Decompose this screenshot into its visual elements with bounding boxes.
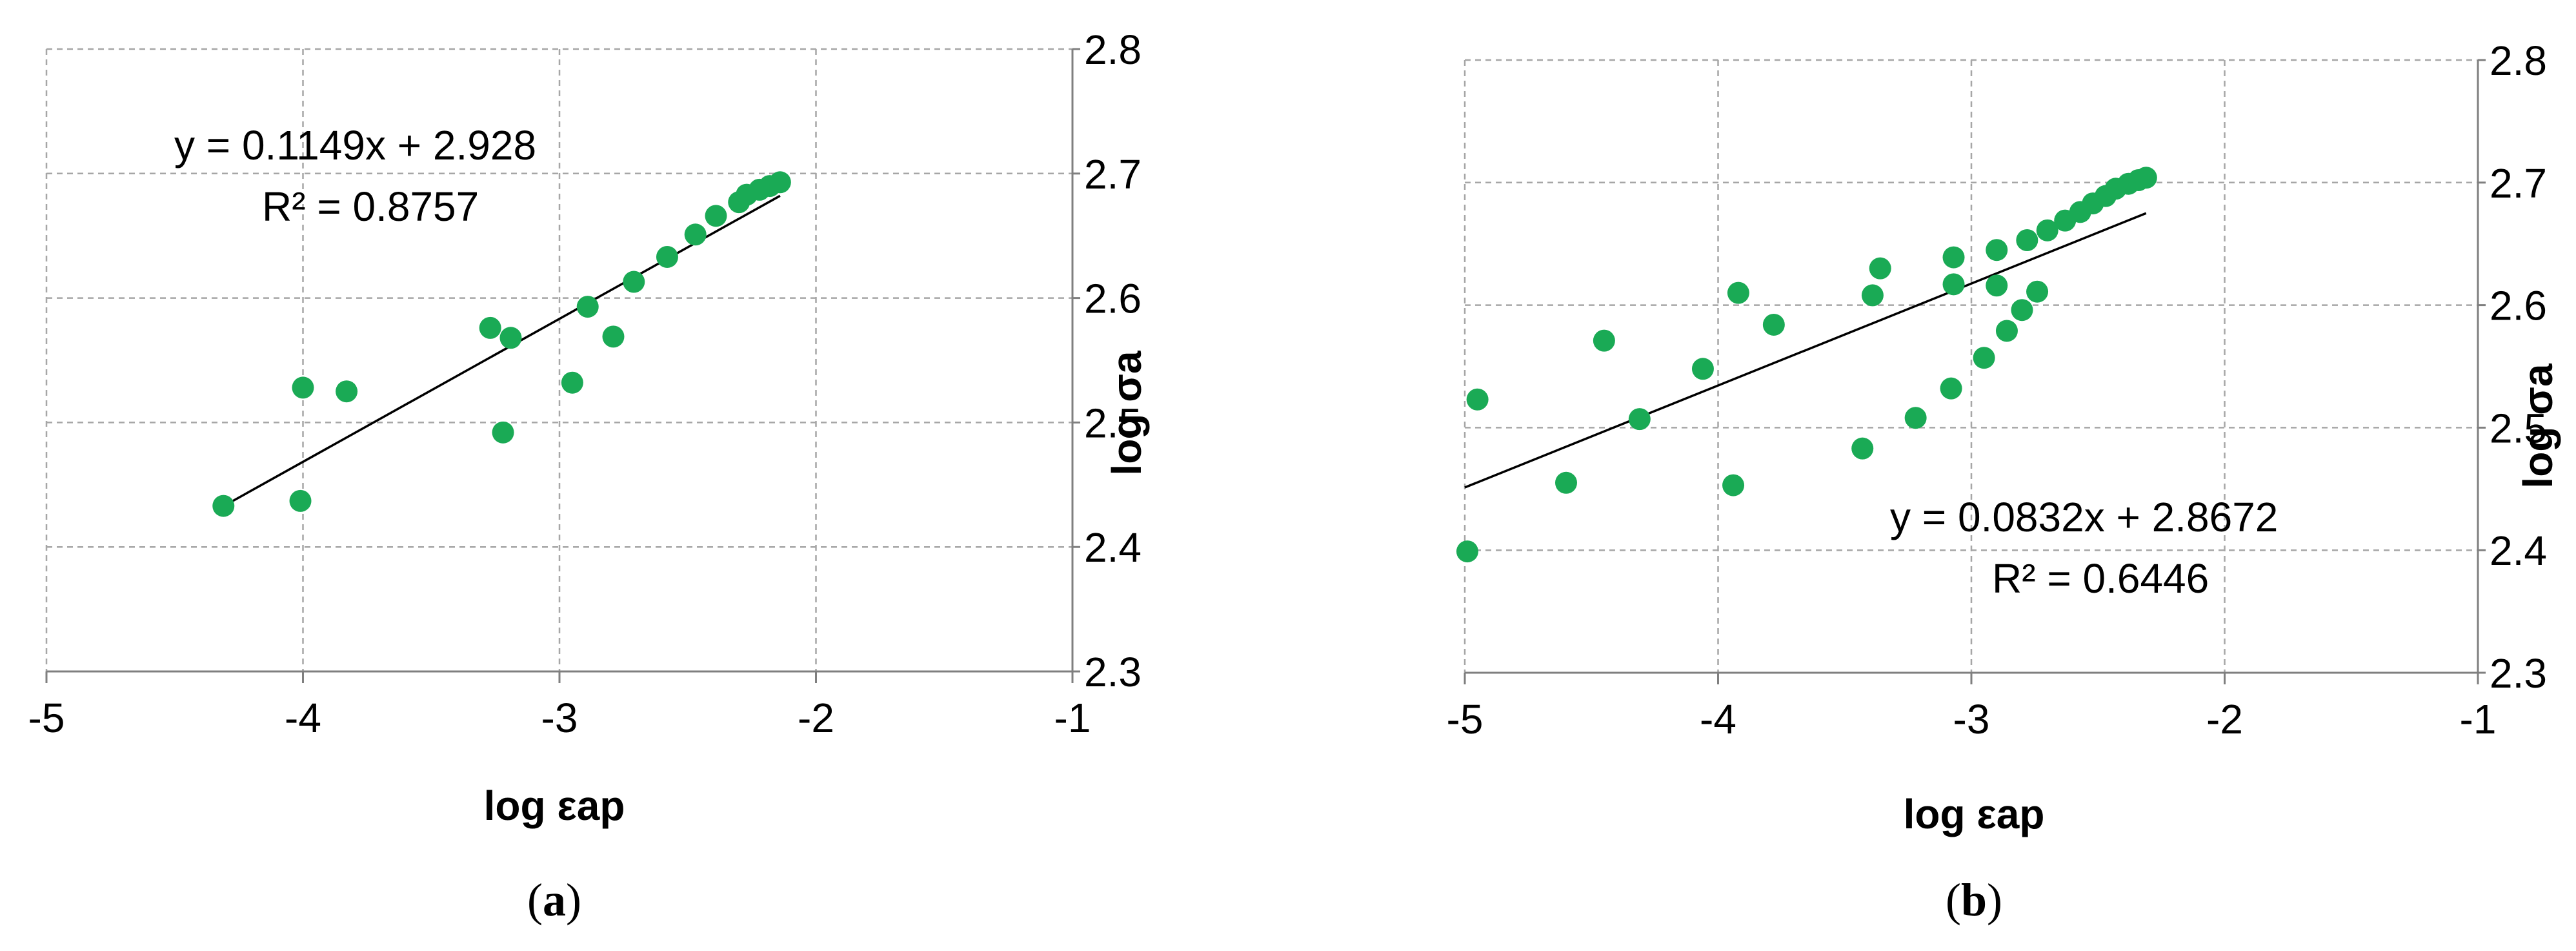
x-tick-label: -2 bbox=[2206, 696, 2243, 742]
y-tick-label: 2.7 bbox=[1084, 151, 1142, 198]
y-axis-title: log σa bbox=[2515, 363, 2561, 489]
data-point bbox=[492, 421, 514, 444]
data-point bbox=[2036, 219, 2058, 241]
x-tick-label: -1 bbox=[2460, 696, 2497, 742]
data-points bbox=[1456, 167, 2157, 563]
data-point bbox=[1904, 407, 1927, 429]
data-point bbox=[2026, 280, 2049, 303]
data-point bbox=[769, 171, 791, 194]
trendline bbox=[223, 194, 781, 507]
linear-trendline bbox=[223, 194, 781, 507]
linear-trendline bbox=[1464, 212, 2147, 489]
data-point bbox=[1861, 284, 1884, 307]
x-tick-label: -2 bbox=[798, 695, 834, 741]
data-point bbox=[576, 296, 599, 318]
y-tick-label: 2.8 bbox=[2490, 37, 2547, 84]
y-tick-label: 2.8 bbox=[1084, 26, 1142, 73]
data-point bbox=[1869, 257, 1891, 280]
data-point bbox=[623, 271, 645, 293]
x-tick-label: -3 bbox=[1953, 696, 1990, 742]
x-tick-label: -3 bbox=[541, 695, 578, 741]
y-tick-label: 2.5 bbox=[2490, 405, 2547, 451]
equation-label: y = 0.0832x + 2.8672 bbox=[1890, 494, 2278, 540]
panel-caption: (b) bbox=[1946, 874, 2002, 926]
data-point bbox=[705, 205, 727, 227]
data-point bbox=[1727, 281, 1749, 304]
y-tick-label: 2.6 bbox=[2490, 283, 2547, 329]
data-point bbox=[2016, 229, 2038, 252]
data-point bbox=[1851, 437, 1874, 460]
trendline bbox=[1464, 212, 2147, 489]
axes bbox=[45, 48, 1080, 683]
y-tick-label: 2.4 bbox=[2490, 527, 2547, 574]
panel-letter: a bbox=[543, 874, 566, 926]
data-point bbox=[684, 223, 707, 246]
data-point bbox=[289, 489, 312, 512]
data-point bbox=[1973, 347, 1995, 369]
x-tick-label: -5 bbox=[28, 695, 65, 741]
y-tick-labels: 2.3 2.4 2.5 2.6 2.7 2.8 bbox=[2490, 37, 2547, 697]
data-point bbox=[1995, 320, 2018, 342]
y-tick-label: 2.5 bbox=[1084, 400, 1142, 446]
y-tick-label: 2.7 bbox=[2490, 160, 2547, 207]
data-point bbox=[1456, 540, 1478, 563]
data-point bbox=[1555, 471, 1577, 494]
data-point bbox=[1691, 358, 1714, 380]
data-point bbox=[1986, 274, 2008, 297]
data-point bbox=[479, 316, 501, 339]
data-point bbox=[499, 327, 522, 349]
data-point bbox=[1722, 474, 1745, 496]
x-axis-title: log εap bbox=[1904, 791, 2045, 837]
y-tick-label: 2.3 bbox=[1084, 649, 1142, 695]
y-tick-labels: 2.3 2.4 2.5 2.6 2.7 2.8 bbox=[1084, 26, 1142, 695]
data-point bbox=[602, 325, 625, 348]
data-point bbox=[292, 376, 314, 399]
data-point bbox=[1942, 246, 1965, 269]
axes bbox=[1464, 59, 2486, 684]
chart-panel-a: -5 -4 -3 -2 -1 2.3 2.4 2.5 2.6 2.7 2.8 y = 0.1149… bbox=[28, 26, 1150, 926]
data-point bbox=[1986, 239, 2008, 261]
x-tick-label: -1 bbox=[1054, 695, 1091, 741]
data-point bbox=[1942, 273, 1965, 296]
x-axis-title: log εap bbox=[484, 782, 625, 829]
y-tick-label: 2.6 bbox=[1084, 276, 1142, 322]
y-axis-title: log σa bbox=[1103, 351, 1150, 476]
y-tick-label: 2.4 bbox=[1084, 524, 1142, 571]
data-point bbox=[2135, 167, 2157, 189]
x-tick-labels: -5 -4 -3 -2 -1 bbox=[1447, 696, 2497, 742]
data-point bbox=[1466, 388, 1489, 411]
panel-caption: (a) bbox=[527, 874, 581, 926]
data-point bbox=[561, 371, 583, 394]
equation-label: y = 0.1149x + 2.928 bbox=[174, 122, 536, 169]
data-point bbox=[212, 495, 235, 517]
chart-panel-b: -5 -4 -3 -2 -1 2.3 2.4 2.5 2.6 2.7 2.8 y = 0.0832… bbox=[1447, 37, 2561, 926]
x-tick-label: -4 bbox=[285, 695, 321, 741]
data-point bbox=[336, 380, 358, 403]
r-squared-label: R² = 0.8757 bbox=[262, 183, 479, 230]
data-point bbox=[2011, 299, 2033, 322]
gridlines bbox=[1464, 59, 2478, 673]
data-point bbox=[1762, 313, 1785, 336]
x-tick-label: -5 bbox=[1447, 696, 1484, 742]
panel-letter: b bbox=[1961, 874, 1987, 926]
data-point bbox=[1940, 377, 1962, 400]
x-tick-label: -4 bbox=[1700, 696, 1736, 742]
data-point bbox=[1628, 408, 1651, 431]
data-point bbox=[656, 245, 678, 268]
y-tick-label: 2.3 bbox=[2490, 650, 2547, 697]
r-squared-label: R² = 0.6446 bbox=[1992, 555, 2209, 602]
x-tick-labels: -5 -4 -3 -2 -1 bbox=[28, 695, 1091, 741]
data-points bbox=[212, 171, 791, 517]
data-point bbox=[1593, 329, 1615, 352]
gridlines bbox=[45, 48, 1072, 671]
